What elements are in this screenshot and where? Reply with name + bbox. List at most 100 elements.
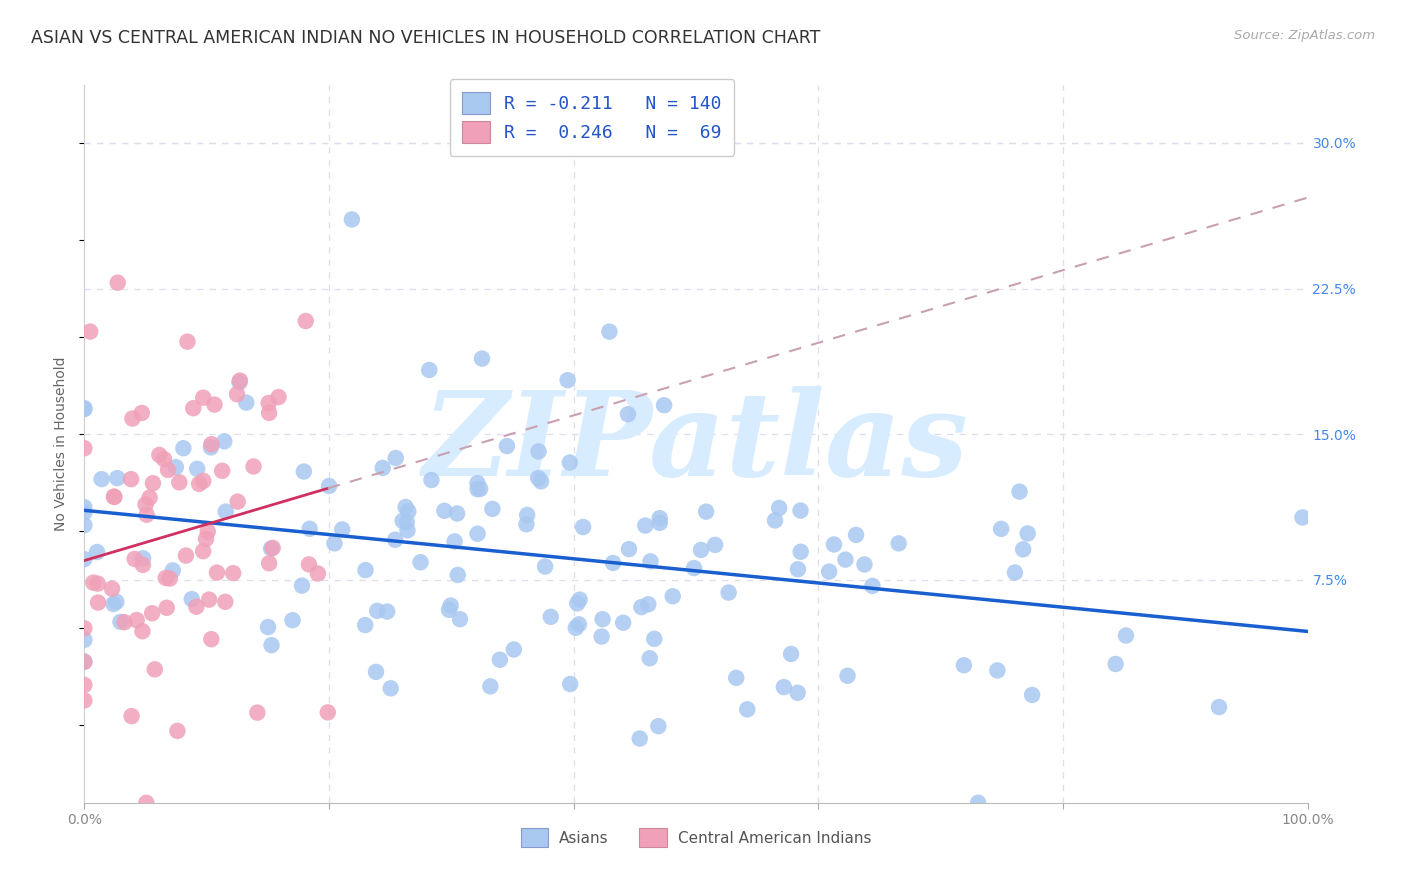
Point (418, 363, 440, 377)
Point (281, 613, 304, 627)
Point (292, 465, 315, 479)
Point (704, 538, 727, 552)
Point (316, 706, 339, 720)
Point (172, 441, 194, 455)
Point (131, 624, 153, 639)
Point (763, 513, 786, 527)
Point (162, 563, 184, 577)
Point (125, 613, 148, 627)
Point (198, 592, 221, 607)
Point (565, 621, 588, 635)
Point (862, 579, 884, 593)
Point (953, 658, 976, 673)
Point (648, 511, 671, 525)
Point (103, 490, 125, 504)
Point (837, 669, 859, 683)
Point (1008, 484, 1031, 499)
Point (200, 441, 222, 455)
Point (73, 678, 96, 692)
Point (307, 566, 329, 581)
Point (135, 508, 157, 522)
Point (180, 592, 202, 607)
Point (409, 555, 432, 569)
Point (86, 545, 108, 559)
Point (366, 604, 388, 618)
Point (695, 505, 717, 519)
Point (534, 559, 557, 574)
Point (155, 571, 177, 585)
Point (354, 563, 377, 577)
Point (107, 276, 129, 290)
Point (143, 662, 166, 676)
Point (396, 523, 419, 537)
Point (640, 554, 662, 568)
Point (291, 579, 314, 593)
Point (479, 679, 502, 693)
Point (592, 612, 614, 626)
Point (371, 461, 394, 475)
Point (79, 325, 101, 339)
Point (193, 474, 215, 488)
Point (105, 595, 128, 609)
Point (617, 407, 640, 421)
Point (267, 390, 290, 404)
Point (73, 693, 96, 707)
Point (481, 502, 503, 516)
Point (73, 621, 96, 635)
Point (467, 476, 489, 491)
Point (567, 596, 589, 610)
Point (735, 702, 758, 716)
Point (648, 516, 671, 530)
Point (496, 439, 519, 453)
Point (394, 500, 416, 514)
Point (1012, 542, 1035, 557)
Point (446, 507, 468, 521)
Point (786, 686, 808, 700)
Point (471, 351, 494, 366)
Point (1004, 566, 1026, 580)
Point (204, 398, 226, 412)
Point (395, 515, 418, 529)
Point (191, 544, 214, 558)
Point (1021, 688, 1043, 702)
Point (1017, 526, 1039, 541)
Point (818, 565, 841, 579)
Point (148, 448, 170, 462)
Point (630, 600, 652, 615)
Point (447, 568, 470, 582)
Point (527, 471, 550, 485)
Point (787, 562, 810, 576)
Point (260, 541, 283, 556)
Point (384, 450, 406, 465)
Point (420, 473, 443, 487)
Point (467, 526, 489, 541)
Point (214, 434, 236, 449)
Point (73, 655, 96, 669)
Point (112, 615, 135, 630)
Point (135, 498, 157, 512)
Point (246, 706, 269, 720)
Point (135, 796, 157, 810)
Point (257, 396, 280, 410)
Point (558, 456, 581, 470)
Point (323, 536, 346, 550)
Point (396, 504, 419, 518)
Point (467, 482, 489, 496)
Point (617, 542, 640, 557)
Point (120, 472, 142, 486)
Point (773, 680, 796, 694)
Point (468, 482, 491, 496)
Point (73, 552, 96, 566)
Point (262, 541, 284, 555)
Point (967, 796, 990, 810)
Point (540, 609, 562, 624)
Point (768, 500, 790, 515)
Point (197, 524, 219, 539)
Y-axis label: No Vehicles in Household: No Vehicles in Household (55, 357, 69, 531)
Point (340, 212, 363, 227)
Point (132, 551, 155, 566)
Point (568, 592, 591, 607)
Point (437, 603, 460, 617)
Point (103, 490, 125, 504)
Point (634, 518, 657, 533)
